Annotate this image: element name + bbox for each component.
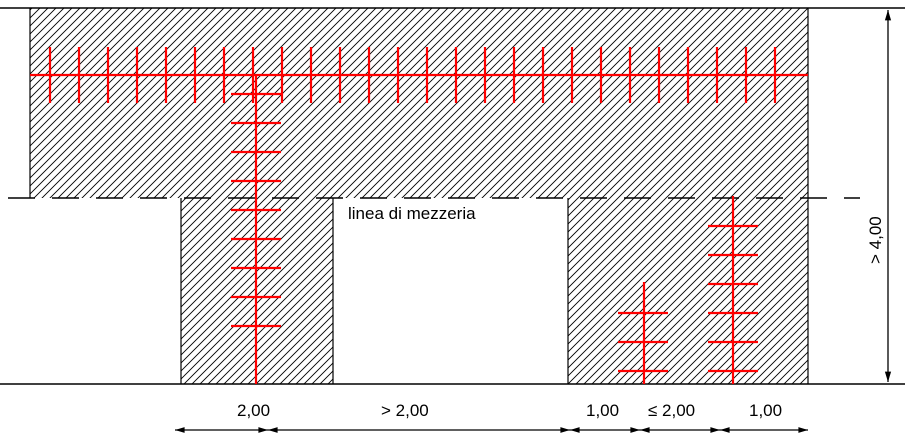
dim-label-3: 1,00 xyxy=(586,401,619,420)
upper-hatched-area xyxy=(30,8,808,198)
centerline-label: linea di mezzeria xyxy=(348,204,476,223)
dim-label-4: ≤ 2,00 xyxy=(648,401,695,420)
dim-label-5: 1,00 xyxy=(749,401,782,420)
dim-label-2: > 2,00 xyxy=(381,401,429,420)
right-column-hatched-area xyxy=(568,198,808,384)
height-dimension-label: > 4,00 xyxy=(866,216,885,264)
dim-label-1: 2,00 xyxy=(237,401,270,420)
